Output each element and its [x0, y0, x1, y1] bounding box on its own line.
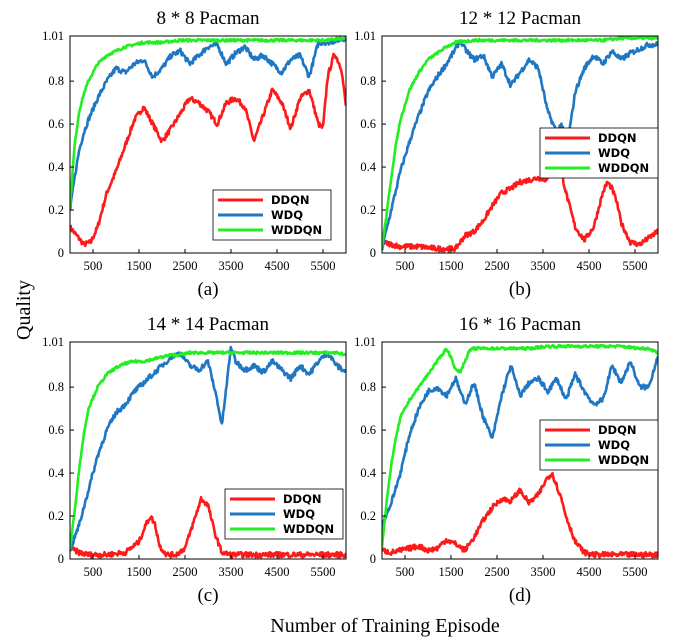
y-axis-label: Quality [13, 280, 35, 340]
series-line-wddqn [382, 36, 658, 248]
series-line-wddqn [70, 350, 346, 550]
panel-3: 14 * 14 Pacman 500 1500 2500 3500 4500 5500 0 0.… [42, 314, 347, 606]
x-tick-label: 5500 [311, 259, 336, 273]
x-tick-label: 4500 [577, 259, 602, 273]
y-tick-label: 0.2 [360, 509, 376, 523]
y-tick-label: 0.6 [48, 423, 64, 437]
series-line-ddqn [382, 471, 658, 559]
x-axis-label: Number of Training Episode [270, 615, 500, 637]
series-line-wddqn [382, 343, 658, 548]
x-tick-label: 3500 [219, 259, 244, 273]
x-tick-label: 2500 [485, 259, 510, 273]
chart-title: 8 * 8 Pacman [157, 8, 260, 29]
series-line-wddqn [70, 36, 346, 208]
panel-1: 8 * 8 Pacman 500 1500 2500 3500 4500 5500 0 0.2 0… [42, 8, 347, 300]
panel-4: 16 * 16 Pacman 500 1500 2500 3500 4500 5500 0 0.… [354, 314, 659, 606]
series-group [70, 36, 346, 248]
series-line-wdq [70, 345, 346, 552]
x-tick-label: 3500 [219, 565, 244, 579]
x-tick-label: 1500 [127, 565, 152, 579]
chart-title: 14 * 14 Pacman [147, 314, 269, 335]
legend-label-wddqn: WDDQN [598, 453, 649, 467]
x-tick-label: 500 [396, 259, 415, 273]
series-line-ddqn [70, 52, 346, 248]
x-tick-label: 1500 [439, 565, 464, 579]
x-tick-label: 4500 [577, 565, 602, 579]
plot-frame [69, 35, 347, 254]
legend-label-wdq: WDQ [271, 208, 303, 222]
series-line-ddqn [70, 495, 346, 559]
series-group [70, 345, 346, 559]
y-tick-label: 0.2 [360, 203, 376, 217]
legend-label-ddqn: DDQN [598, 423, 637, 437]
series-line-ddqn [382, 150, 658, 253]
y-tick-label: 0.2 [48, 509, 64, 523]
panel-caption: (d) [509, 585, 531, 606]
legend-label-ddqn: DDQN [598, 131, 637, 145]
panel-caption: (b) [509, 279, 531, 300]
panel-caption: (c) [197, 585, 218, 606]
x-tick-label: 3500 [531, 259, 556, 273]
legend-label-wdq: WDQ [283, 507, 315, 521]
series-line-wdq [70, 36, 346, 211]
y-tick-label: 0.4 [48, 160, 64, 174]
x-tick-label: 1500 [127, 259, 152, 273]
legend-label-wddqn: WDDQN [271, 223, 322, 237]
x-tick-label: 5500 [623, 259, 648, 273]
x-tick-label: 500 [84, 565, 103, 579]
x-tick-label: 3500 [531, 565, 556, 579]
y-tick-label: 0 [58, 246, 64, 260]
y-tick-label: 1.01 [42, 335, 64, 349]
chart-title: 12 * 12 Pacman [459, 8, 581, 29]
y-tick-label: 0.4 [360, 160, 376, 174]
series-line-wdq [382, 355, 658, 527]
legend-label-wdq: WDQ [598, 146, 630, 160]
y-tick-label: 0 [58, 552, 64, 566]
x-tick-label: 4500 [265, 565, 290, 579]
y-tick-label: 0.8 [48, 380, 64, 394]
x-tick-label: 500 [84, 259, 103, 273]
y-tick-label: 0.6 [360, 117, 376, 131]
x-tick-label: 2500 [485, 565, 510, 579]
y-tick-label: 0.8 [360, 74, 376, 88]
x-tick-label: 1500 [439, 259, 464, 273]
legend-label-ddqn: DDQN [271, 193, 310, 207]
x-tick-label: 2500 [173, 565, 198, 579]
y-tick-label: 0.6 [48, 117, 64, 131]
y-tick-label: 0.4 [360, 466, 376, 480]
x-tick-label: 5500 [311, 565, 336, 579]
y-tick-label: 1.01 [354, 29, 376, 43]
y-tick-label: 0 [370, 552, 376, 566]
series-line-wdq [382, 39, 658, 251]
series-group [382, 343, 658, 559]
y-tick-label: 0.4 [48, 466, 64, 480]
chart-title: 16 * 16 Pacman [459, 314, 581, 335]
y-tick-label: 0.6 [360, 423, 376, 437]
x-tick-label: 5500 [623, 565, 648, 579]
legend-label-wddqn: WDDQN [598, 161, 649, 175]
legend-label-wdq: WDQ [598, 438, 630, 452]
x-tick-label: 2500 [173, 259, 198, 273]
panel-caption: (a) [197, 279, 218, 300]
series-group [382, 36, 658, 253]
y-tick-label: 1.01 [354, 335, 376, 349]
x-tick-label: 500 [396, 565, 415, 579]
y-tick-label: 0.8 [360, 380, 376, 394]
chart-panels: 8 * 8 Pacman 500 1500 2500 3500 4500 5500 0 0.2 0… [42, 8, 659, 606]
y-tick-label: 0.8 [48, 74, 64, 88]
legend-label-ddqn: DDQN [283, 492, 322, 506]
panel-2: 12 * 12 Pacman 500 1500 2500 3500 4500 5500 0 0.… [354, 8, 659, 300]
legend-label-wddqn: WDDQN [283, 522, 334, 536]
y-tick-label: 1.01 [42, 29, 64, 43]
plot-frame [69, 341, 347, 560]
y-tick-label: 0 [370, 246, 376, 260]
y-tick-label: 0.2 [48, 203, 64, 217]
x-tick-label: 4500 [265, 259, 290, 273]
